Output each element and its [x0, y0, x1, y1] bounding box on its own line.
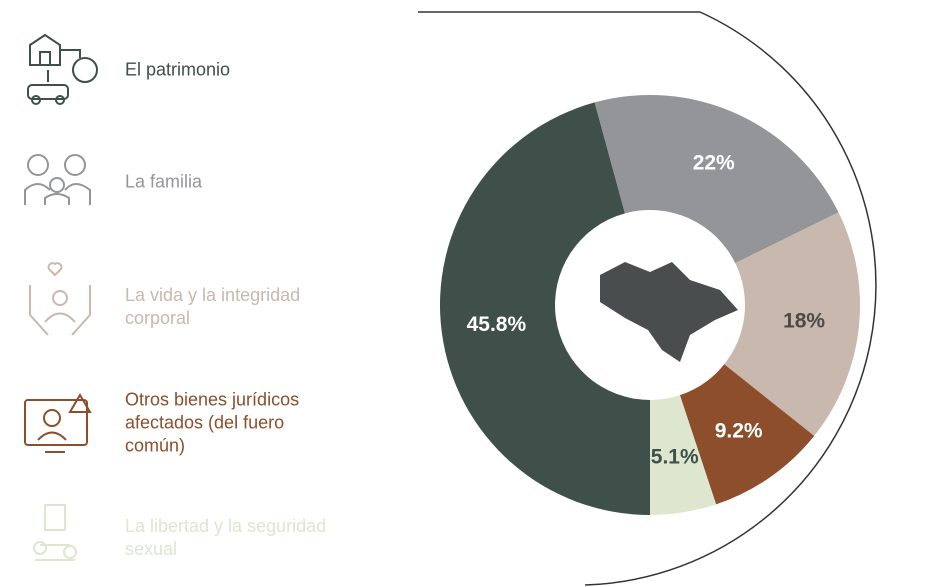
icon-patrimonio	[27, 33, 98, 105]
data-label: 22%	[693, 151, 735, 174]
icon-vida	[29, 262, 91, 336]
data-label: 18%	[783, 309, 825, 332]
legend-item: El patrimonio	[125, 59, 231, 80]
data-label: 9.2%	[715, 420, 763, 443]
donut-slice	[724, 212, 860, 436]
data-label: 45.8%	[467, 313, 527, 336]
donut-slice	[679, 364, 815, 505]
icon-otros	[24, 393, 92, 453]
data-label: 5.1%	[651, 446, 699, 469]
decor-arc	[418, 11, 877, 586]
legend-item: Otros bienes jurídicos afectados (del fu…	[125, 389, 300, 456]
legend-item: La libertad y la seguridad sexual	[125, 516, 327, 559]
icon-libertad	[33, 504, 77, 561]
icon-familia	[24, 154, 91, 205]
donut-slice	[594, 95, 839, 264]
legend-item: La vida y la integridad corporal	[125, 285, 301, 328]
map-shape	[600, 262, 738, 362]
donut-slice	[439, 102, 650, 516]
legend-item: La familia	[125, 171, 203, 192]
donut-slice	[650, 395, 717, 515]
